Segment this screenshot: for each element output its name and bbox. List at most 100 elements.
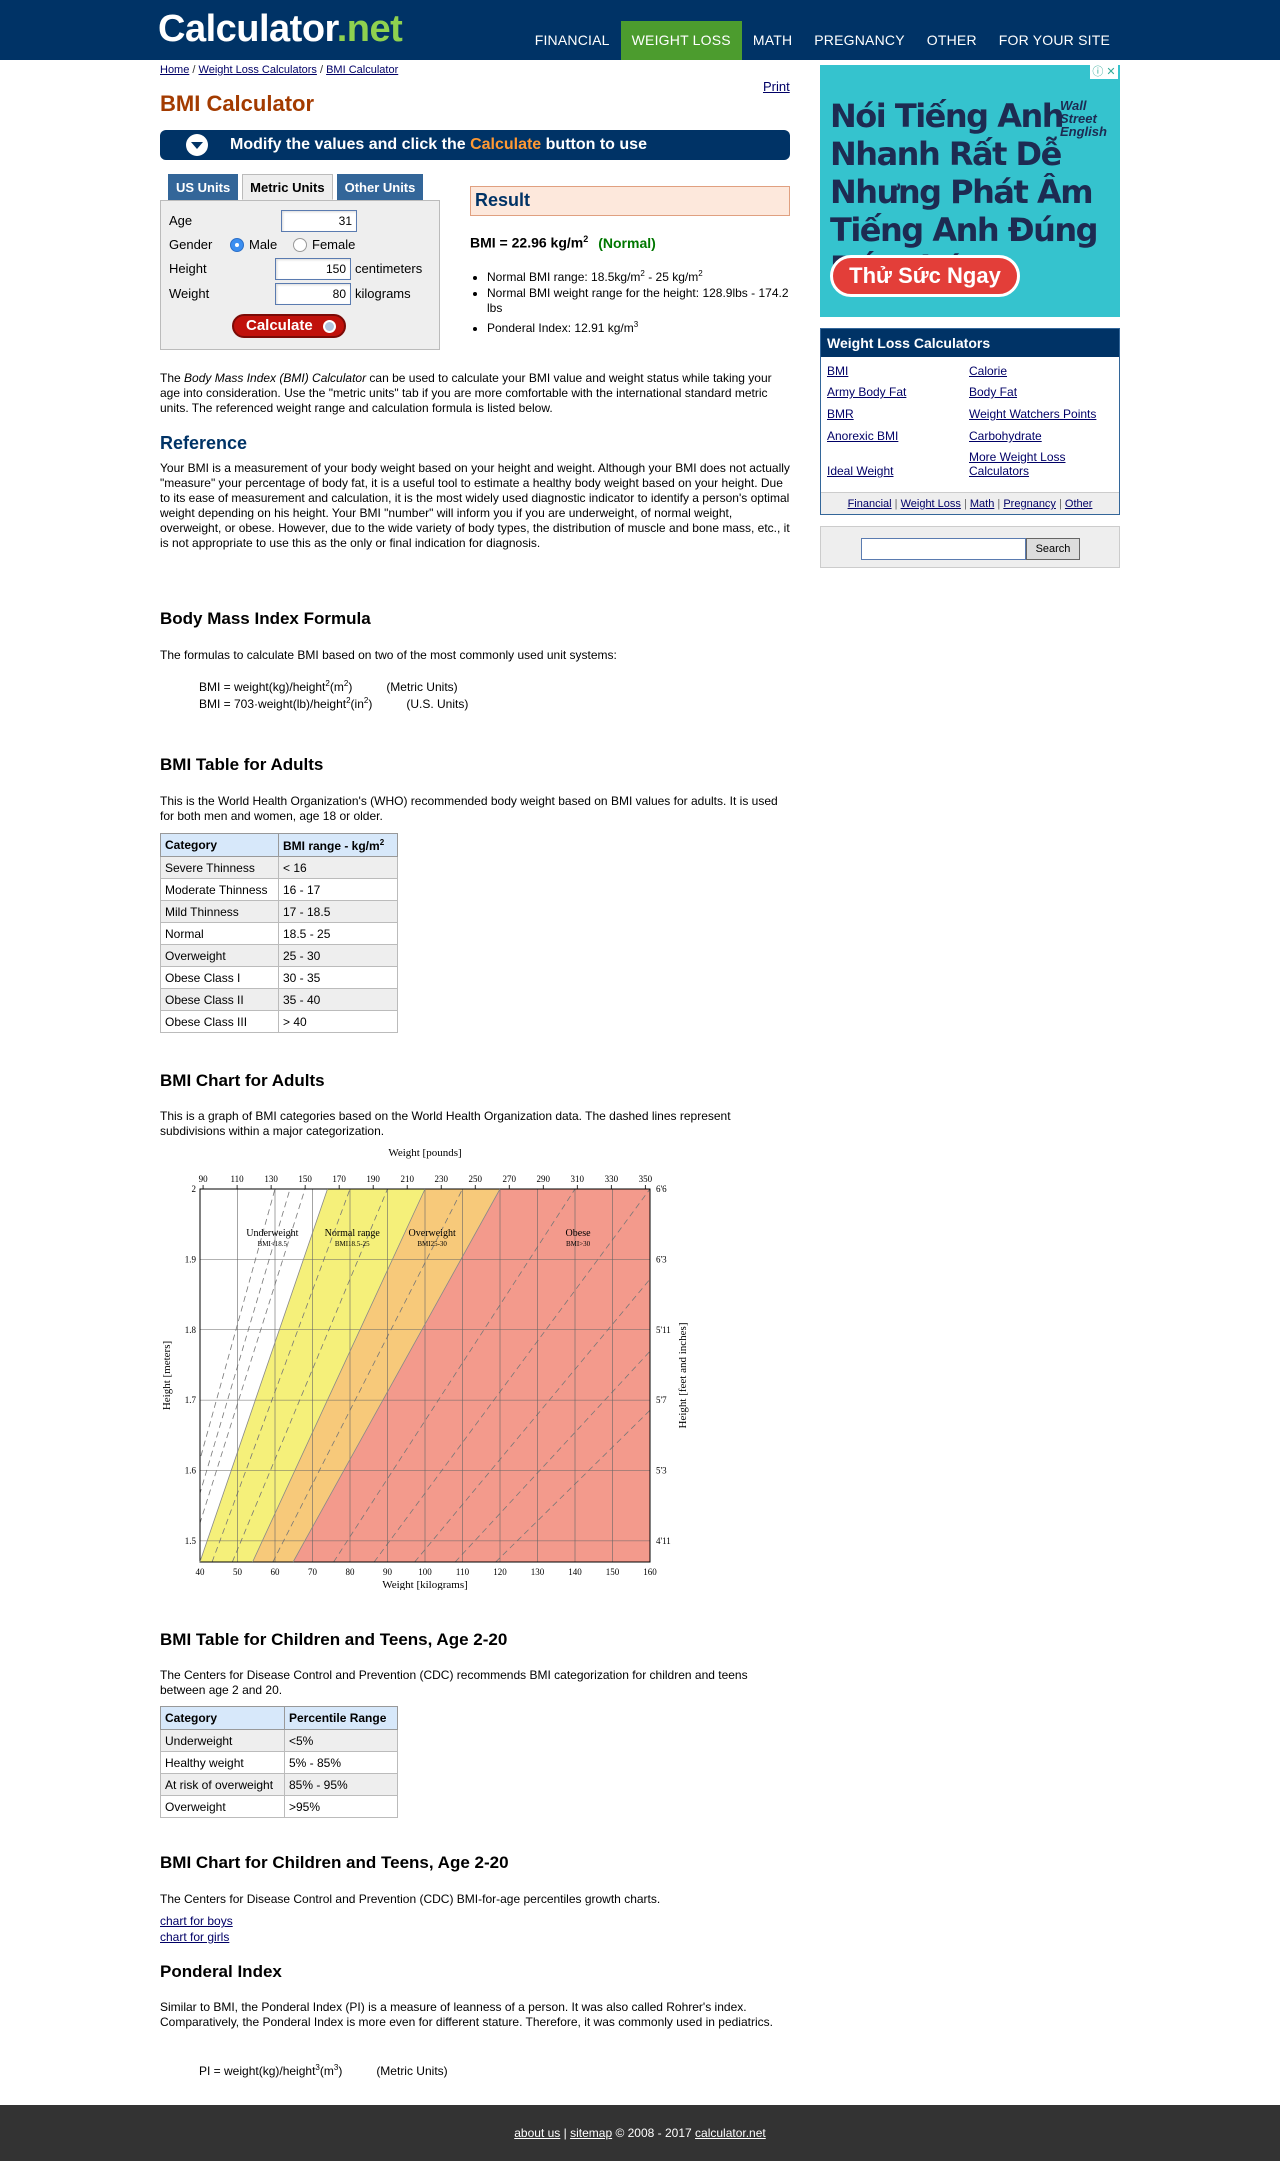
x-tick-label: 100 [418,1567,432,1577]
chart-for-boys-link[interactable]: chart for boys [160,1914,233,1928]
site-logo[interactable]: Calculator.net [158,8,403,50]
chevron-down-icon [186,134,208,156]
adult-bmi-table: Category BMI range - kg/m2 Severe Thinne… [160,833,398,1033]
top-tick-label: 230 [434,1174,448,1184]
adult-table-heading: BMI Table for Adults [160,755,324,774]
right-tick-label: 5'3 [656,1466,667,1476]
bmi-chart: 40 50 60 70 80 90 100 110 120 130 140 150 160 2 1.9 1.8… [161,1147,689,1590]
table-header-row: Category BMI range - kg/m2 [160,833,398,857]
table-header-row: Category Percentile Range [160,1706,398,1730]
chart-for-girls-link[interactable]: chart for girls [160,1930,230,1944]
link-bmr[interactable]: BMR [827,407,854,421]
top-tick-label: 210 [400,1174,414,1184]
child-bmi-table: Category Percentile Range Underweight <5%… [160,1706,398,1818]
weight-loss-box-title: Weight Loss Calculators [821,329,1119,357]
top-tick-label: 350 [639,1174,653,1184]
tab-metric-units[interactable]: Metric Units [242,174,333,200]
link-bmi[interactable]: BMI [827,364,849,378]
link-army-body-fat[interactable]: Army Body Fat [827,385,907,399]
sitemap-link[interactable]: sitemap [570,2126,613,2140]
top-tick-label: 110 [231,1174,245,1184]
adult-chart-intro: This is a graph of BMI categories based … [160,1109,731,1138]
region-label: Overweight [409,1228,456,1239]
nav-pregnancy[interactable]: PREGNANCY [814,32,905,48]
table-row: Normal 18.5 - 25 [160,922,398,945]
print-link[interactable]: Print [763,79,790,94]
breadcrumb-weight-loss[interactable]: Weight Loss Calculators [198,64,317,76]
breadcrumb-home[interactable]: Home [160,64,190,76]
y-axis-title: Height [meters] [161,1341,173,1410]
child-table-intro: The Centers for Disease Control and Prev… [160,1668,748,1697]
search-input[interactable] [861,538,1026,560]
footer-link-other[interactable]: Other [1064,498,1093,510]
nav-financial[interactable]: FINANCIAL [534,32,610,48]
link-weight-watchers[interactable]: Weight Watchers Points [969,407,1097,421]
height-label: Height [169,261,207,276]
calculator-net-link[interactable]: calculator.net [695,2126,766,2140]
tab-us-units[interactable]: US Units [168,174,239,200]
adult-chart-heading: BMI Chart for Adults [160,1071,325,1090]
link-calorie[interactable]: Calorie [969,364,1008,378]
x-tick-label: 40 [196,1567,206,1577]
y-tick-label: 2 [192,1184,197,1194]
footer-link-financial[interactable]: Financial [847,498,892,510]
child-chart-intro: The Centers for Disease Control and Prev… [160,1892,661,1906]
x-tick-label: 70 [308,1567,318,1577]
ponderal-formula: PI = weight(kg)/height3(m3) (Metric Units… [199,2063,448,2078]
category-boundary [199,1188,328,1563]
gender-label: Gender [169,237,213,252]
x-tick-label: 140 [568,1567,582,1577]
table-header-percentile: Percentile Range [284,1706,398,1730]
nav-math[interactable]: MATH [752,32,793,48]
tab-other-units[interactable]: Other Units [336,174,424,200]
region-overweight [252,1189,500,1562]
footer-link-weight-loss[interactable]: Weight Loss [900,498,961,510]
age-input[interactable]: 31 [281,210,357,232]
about-us-link[interactable]: about us [514,2126,561,2140]
height-input[interactable]: 150 [275,258,351,280]
gender-female-radio[interactable] [293,238,307,252]
x-tick-label: 130 [531,1567,545,1577]
y-tick-label: 1.5 [185,1536,197,1546]
table-row: Obese Class III > 40 [160,1010,398,1033]
category-boundary [252,1188,426,1563]
x-axis-title: Weight [kilograms] [382,1579,468,1590]
y-tick-label: 1.7 [185,1395,197,1405]
reference-text: Your BMI is a measurement of your body w… [160,461,790,550]
weight-input[interactable]: 80 [275,283,351,305]
footer-link-pregnancy[interactable]: Pregnancy [1003,498,1056,510]
breadcrumb-bmi[interactable]: BMI Calculator [326,64,399,76]
footer-link-math[interactable]: Math [969,498,995,510]
search-button[interactable]: Search [1026,538,1080,560]
link-body-fat[interactable]: Body Fat [969,385,1018,399]
formula-intro: The formulas to calculate BMI based on t… [160,648,617,662]
ad-cta-button[interactable]: Thử Sức Ngay [830,255,1020,297]
ad-close-icon[interactable]: ⓘ ✕ [1090,65,1118,79]
right-tick-label: 4'11 [656,1536,671,1546]
link-ideal-weight[interactable]: Ideal Weight [827,464,894,478]
table-row: Obese Class I 30 - 35 [160,966,398,989]
gender-male-radio[interactable] [230,238,244,252]
subdivision-line [454,1350,650,1562]
nav-weight-loss[interactable]: WEIGHT LOSS [620,21,742,60]
x-tick-label: 50 [233,1567,243,1577]
nav-for-your-site[interactable]: FOR YOUR SITE [998,32,1110,48]
calculate-button[interactable]: Calculate [232,314,346,338]
region-obese [293,1189,650,1562]
link-more-weight-loss[interactable]: More Weight Loss Calculators [969,450,1066,478]
nav-other[interactable]: OTHER [926,32,977,48]
formula-us: BMI = 703·weight(lb)/height2(in2) (U.S. U… [199,696,469,711]
y-tick-label: 1.9 [185,1254,197,1264]
ponderal-text: Similar to BMI, the Ponderal Index (PI) … [160,2000,773,2029]
link-carbohydrate[interactable]: Carbohydrate [969,429,1042,443]
region-label: Obese [566,1228,592,1239]
table-row: At risk of overweight 85% - 95% [160,1773,398,1796]
top-tick-label: 170 [332,1174,346,1184]
advertisement[interactable]: ⓘ ✕ Nói Tiếng Anh Nhanh Rất Dễ Nhưng Phá… [820,65,1120,317]
table-header-category: Category [160,1706,285,1730]
x-tick-label: 150 [606,1567,620,1577]
ad-logo: Wall Street English [1060,98,1107,139]
region-range-label: BMI<18.5 [258,1240,288,1248]
top-tick-label: 190 [366,1174,380,1184]
link-anorexic-bmi[interactable]: Anorexic BMI [827,429,899,443]
